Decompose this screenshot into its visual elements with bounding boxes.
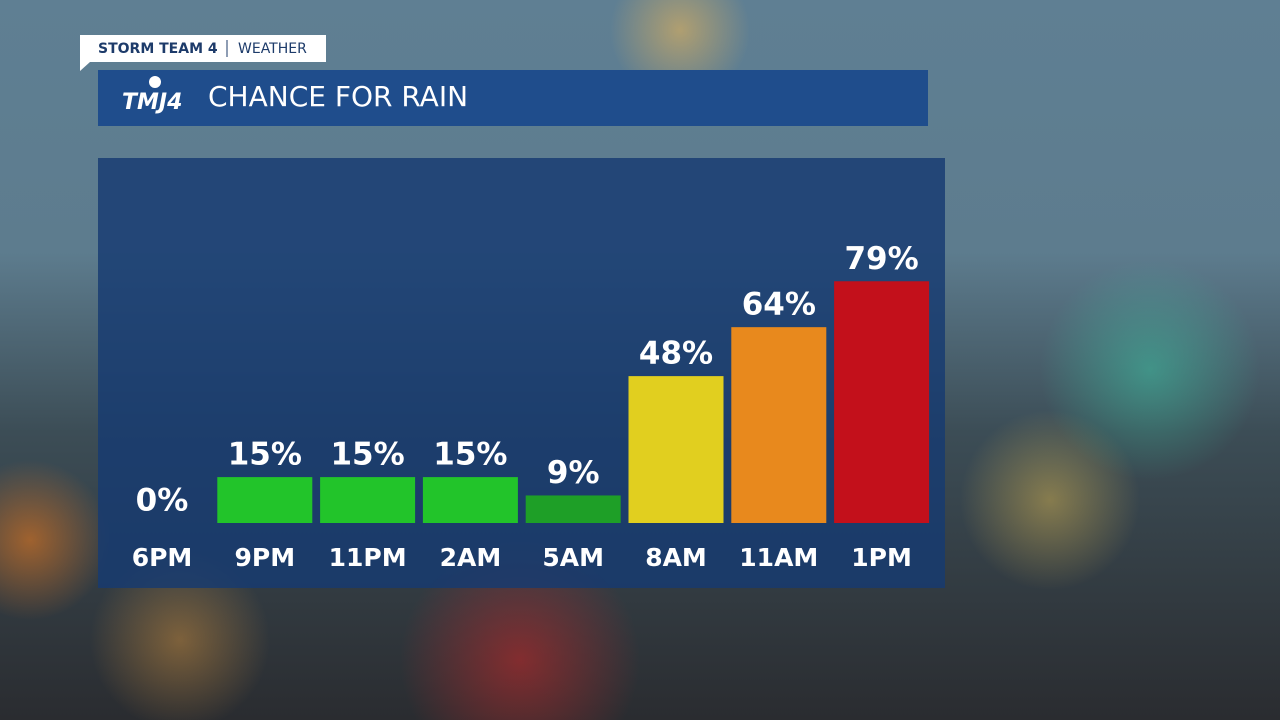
value-label: 48% — [639, 336, 713, 372]
header-tag — [80, 35, 326, 62]
brand: STORM TEAM 4 — [98, 41, 218, 57]
chart-title: CHANCE FOR RAIN — [208, 80, 468, 113]
x-tick-label: 1PM — [851, 543, 912, 572]
value-label: 64% — [742, 287, 816, 323]
x-tick-label: 11PM — [329, 543, 407, 572]
logo-peacock — [149, 76, 161, 88]
value-label: 15% — [330, 437, 404, 473]
bar — [525, 495, 621, 523]
section: WEATHER — [238, 41, 307, 57]
x-tick-label: 11AM — [739, 543, 818, 572]
value-label: 79% — [844, 241, 918, 277]
x-tick-label: 6PM — [132, 543, 193, 572]
bar — [731, 327, 827, 523]
tag-notch — [80, 62, 90, 71]
bar — [217, 477, 313, 523]
x-tick-label: 8AM — [645, 543, 707, 572]
title-bar — [98, 70, 928, 126]
logo: TMJ4 — [122, 90, 182, 115]
bar — [834, 281, 930, 523]
value-label: 0% — [136, 483, 189, 519]
x-tick-label: 9PM — [234, 543, 295, 572]
x-tick-label: 2AM — [440, 543, 502, 572]
bar — [628, 376, 724, 523]
bar — [320, 477, 416, 523]
value-label: 9% — [547, 455, 600, 491]
value-label: 15% — [433, 437, 507, 473]
bar — [422, 477, 518, 523]
value-label: 15% — [228, 437, 302, 473]
x-tick-label: 5AM — [542, 543, 604, 572]
